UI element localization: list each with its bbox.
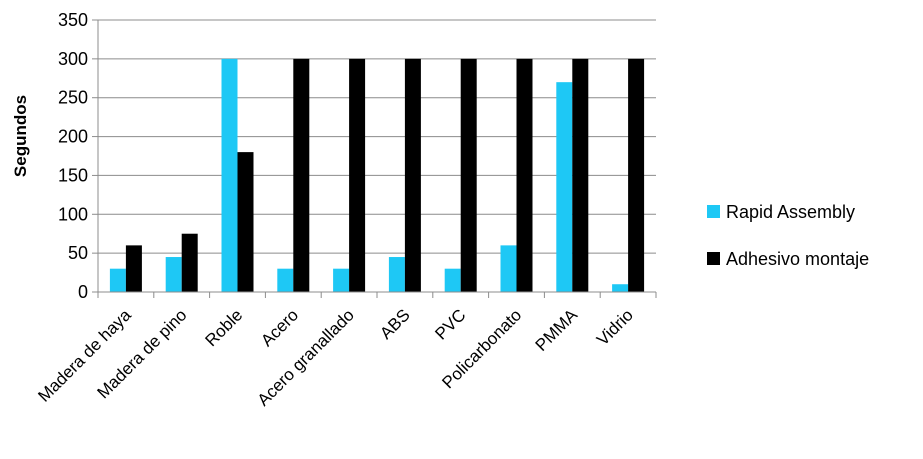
y-tick-label: 350 [58,10,88,30]
bar-1-8 [572,58,589,292]
y-tick-label: 0 [78,282,88,302]
legend-swatch [707,252,720,265]
x-tick-label: Acero granallado [254,305,358,409]
legend-swatch [707,205,720,218]
y-tick-label: 50 [68,243,88,263]
legend-label: Rapid Assembly [726,202,855,222]
bar-1-9 [628,58,645,292]
x-tick-label: Roble [201,305,246,350]
x-tick-label: Madera de haya [34,305,135,406]
bar-0-4 [333,268,350,292]
bar-0-5 [388,257,405,292]
bar-0-6 [444,268,461,292]
bar-0-9 [612,284,629,292]
bar-0-8 [556,82,573,293]
y-tick-label: 200 [58,127,88,147]
bar-0-3 [277,268,294,292]
bar-1-4 [349,58,366,292]
bar-0-7 [500,245,517,292]
y-tick-label: 100 [58,204,88,224]
bar-1-7 [516,58,533,292]
x-tick-label: PMMA [532,305,582,355]
bar-1-5 [404,58,421,292]
y-tick-label: 150 [58,165,88,185]
bar-1-6 [460,58,477,292]
x-tick-label: PVC [431,305,469,343]
y-tick-label: 300 [58,49,88,69]
gridlines [98,19,656,254]
y-tick-labels: 0 50 100 150 200 250 300 350 [58,10,88,302]
bar-0-0 [109,268,126,292]
bar-1-2 [237,152,254,292]
legend: Rapid Assembly Adhesivo montaje [707,202,869,269]
bars [109,58,645,293]
legend-label: Adhesivo montaje [726,249,869,269]
y-tick-label: 250 [58,88,88,108]
bar-1-1 [181,233,198,292]
x-tick-label: Acero [257,305,302,350]
bar-0-2 [221,58,238,292]
bar-1-3 [293,58,310,292]
x-tick-label: ABS [376,305,413,342]
axes [92,19,657,298]
bar-0-1 [165,257,182,292]
x-tick-label: Vidrio [593,305,637,349]
bar-1-0 [125,245,142,292]
y-axis-label: Segundos [11,95,30,177]
